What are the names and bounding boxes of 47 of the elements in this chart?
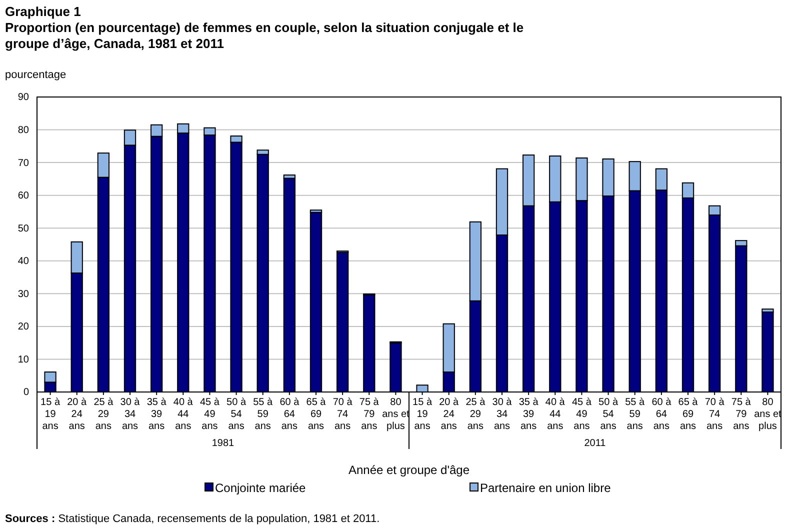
x-tick-label: 70 à 74 ans (704, 397, 725, 432)
x-tick-label: 15 à 19 ans (40, 397, 60, 432)
source-note: Sources : Statistique Canada, recensements de la population, 1981 et 2011. (5, 513, 380, 525)
y-tick-label: 70 (18, 158, 30, 169)
x-tick-label: 35 à 39 ans (518, 397, 539, 432)
x-tick-label: 20 à 24 ans (67, 397, 88, 432)
x-tick-label: 50 à 54 ans (598, 397, 618, 432)
x-tick-label: 45 à 49 ans (200, 397, 220, 432)
x-tick-label: 50 à 54 ans (226, 397, 246, 432)
y-axis-title: pourcentage (5, 69, 66, 81)
y-tick-label: 40 (18, 256, 30, 268)
y-tick-label: 30 (18, 288, 30, 300)
x-tick-label: 40 à 44 ans (545, 397, 566, 432)
x-tick-label: 80 ans et plus (382, 397, 410, 432)
chart-title: Graphique 1 (5, 4, 81, 19)
legend-label: Conjointe mariée (215, 481, 306, 495)
x-axis-title: Année et groupe d'âge (348, 463, 470, 477)
x-tick-label: 80 ans et plus (754, 397, 782, 432)
x-tick-label: 70 à 74 ans (332, 397, 353, 432)
x-tick-label: 45 à 49 ans (572, 397, 592, 432)
x-tick-label: 25 à 29 ans (94, 397, 114, 432)
y-tick-label: 20 (18, 322, 30, 333)
y-tick-label: 60 (18, 190, 30, 202)
y-tick-label: 80 (18, 124, 30, 136)
x-tick-label: 20 à 24 ans (439, 397, 460, 432)
x-tick-label: 60 à 64 ans (280, 397, 300, 432)
y-tick-label: 50 (18, 223, 30, 234)
y-tick-label: 10 (18, 354, 30, 366)
x-tick-label: 25 à 29 ans (466, 397, 486, 432)
x-tick-label: 60 à 64 ans (652, 397, 672, 432)
y-tick-label: 0 (23, 387, 30, 398)
x-tick-label: 40 à 44 ans (173, 397, 194, 432)
x-tick-label: 75 à 79 ans (731, 397, 752, 432)
chart-subtitle: Proportion (en pourcentage) de femmes en couple, selon la situation conjugale et le groupe d’âge, Canada, 1981 et 2011 (5, 20, 524, 51)
x-tick-label: 55 à 59 ans (253, 397, 274, 432)
x-tick-label: 55 à 59 ans (625, 397, 646, 432)
x-tick-label: 30 à 34 ans (492, 397, 512, 432)
x-tick-label: 15 à 19 ans (412, 397, 432, 432)
text: 2011 (584, 438, 606, 449)
x-tick-label: 65 à 69 ans (678, 397, 698, 432)
x-tick-label: 75 à 79 ans (359, 397, 380, 432)
x-tick-label: 65 à 69 ans (306, 397, 326, 432)
x-tick-label: 35 à 39 ans (146, 397, 167, 432)
x-tick-label: 30 à 34 ans (120, 397, 140, 432)
text: 1981 (212, 438, 235, 449)
y-tick-label: 90 (18, 92, 30, 104)
legend-label: Partenaire en union libre (480, 481, 612, 495)
